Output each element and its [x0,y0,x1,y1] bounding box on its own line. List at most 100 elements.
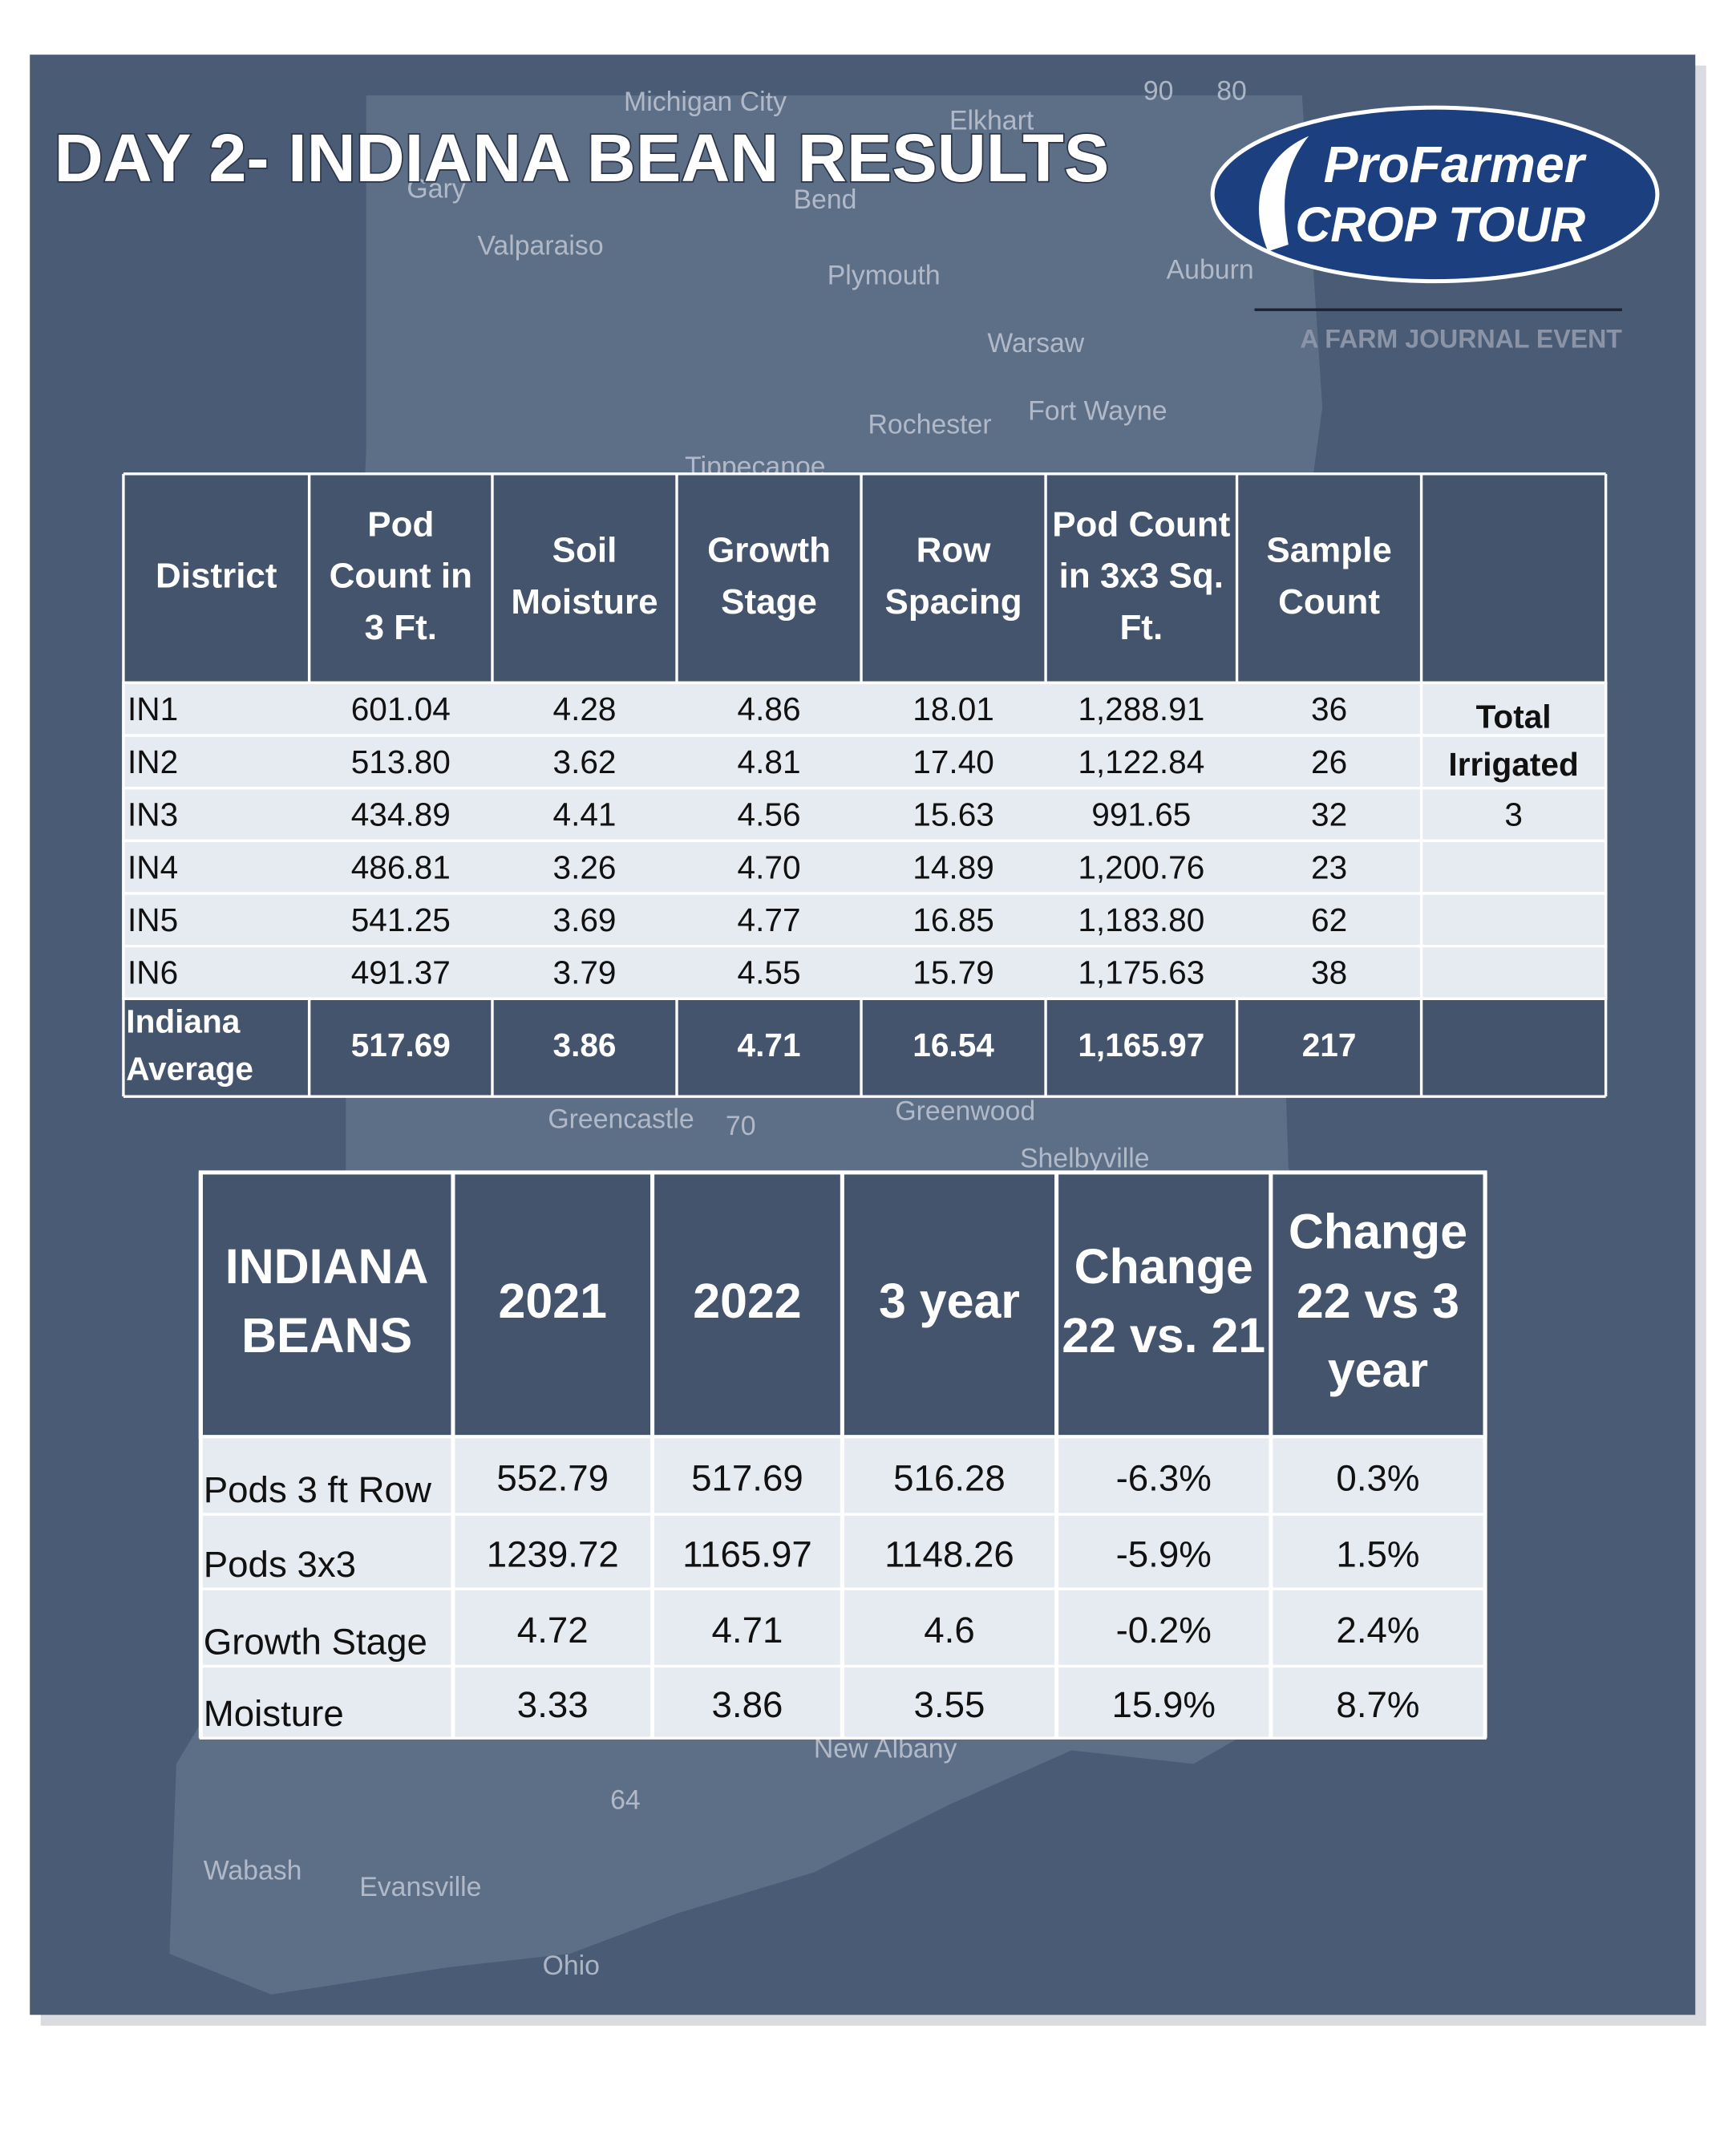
map-label: Elkhart [949,106,1034,136]
cell: 1,122.84 [1078,743,1204,780]
cell: -5.9% [1116,1533,1212,1574]
cell: 1148.26 [884,1533,1014,1574]
average-cell: 1,165.97 [1078,1027,1204,1063]
header-cell: Change [1074,1239,1253,1294]
map-label: Michigan City [624,87,787,117]
cell: 62 [1311,901,1347,938]
cell: 16.85 [913,901,994,938]
row-bg [1419,839,1608,895]
cell: 2.4% [1336,1610,1419,1651]
cell: 36 [1311,691,1347,727]
cell: 18.01 [913,691,994,727]
map-labels: Michigan City Elkhart Gary Valparaiso Bend Pl… [204,75,1254,1981]
row-bg [122,786,1608,843]
cell: 15.9% [1111,1684,1215,1725]
cell: 491.37 [351,954,451,991]
row-bg [1419,681,1608,737]
header-cell: Change [1289,1205,1467,1259]
row-label: Moisture [204,1693,344,1734]
header-bg [123,473,1606,683]
map-label: Greencastle [548,1104,694,1135]
logo-leaf [1259,136,1309,252]
map-label: Fort Wayne [1028,396,1167,427]
cell: 541.25 [351,901,451,938]
header-cell: Row [917,531,992,570]
row-bg [122,944,1608,1001]
irrigated-label: Total [1476,699,1552,735]
title: DAY 2- INDIANA BEAN RESULTS [55,119,1110,196]
header-cell: 3 year [879,1274,1020,1328]
logo-badge [1210,105,1660,284]
average-cell: 517.69 [351,1027,451,1063]
header-cell: INDIANA [225,1239,429,1294]
cell: 15.79 [913,954,994,991]
header-cell: Pod Count [1052,504,1231,544]
header-cell: Soil [552,531,617,570]
map-label: 80 [1216,75,1247,106]
cell: 4.55 [738,954,801,991]
cell: 3.26 [553,849,617,885]
cell: 38 [1311,954,1347,991]
map-label: 90 [1143,75,1174,106]
header-cell: Growth [707,531,831,570]
cell: 3.62 [553,743,617,780]
map-label: Ohio [543,1950,600,1981]
cell: 601.04 [351,691,451,727]
header-cell: 22 vs 3 [1297,1274,1459,1328]
cell: IN5 [127,901,178,938]
header-cell: Moisture [511,582,658,622]
map-label: Auburn [1167,255,1254,286]
row-label: Pods 3x3 [204,1544,356,1585]
cell: 17.40 [913,743,994,780]
map-label: Shelbyville [1020,1144,1150,1174]
row-bg [122,892,1608,948]
header-cell: District [156,557,277,596]
cell: 4.86 [738,691,801,727]
header-cell: Stage [721,582,817,622]
map-label: Valparaiso [477,230,603,261]
cell: 3.33 [517,1684,589,1725]
cell: IN4 [127,849,178,885]
map-label: Gary [407,173,465,204]
row-bg [1419,944,1608,1001]
header-cell: year [1328,1343,1428,1397]
cell: 4.56 [738,796,801,833]
row-bg [122,839,1608,895]
map-label: 70 [726,1111,756,1141]
cell: 991.65 [1091,796,1191,833]
cell: 513.80 [351,743,451,780]
logo-text: CROP TOUR [1295,197,1585,252]
average-bg [123,999,1606,1097]
cell: 14.89 [913,849,994,885]
map-label: Bend [793,184,856,215]
cell: 516.28 [893,1458,1006,1499]
irrigated-value: 3 [1504,796,1523,832]
map-label: 64 [610,1785,641,1816]
row-label: Growth Stage [204,1622,427,1663]
cell: -0.2% [1116,1610,1212,1651]
cell: 1,175.63 [1078,954,1204,991]
row-bg [122,734,1608,790]
row-label: Pods 3 ft Row [204,1469,432,1510]
cell: 3.86 [712,1684,783,1725]
cell: 1165.97 [682,1533,812,1574]
average-cell: 4.71 [738,1027,801,1063]
header-cell: BEANS [241,1308,412,1363]
cell: 3.55 [914,1684,985,1725]
header-cell: 2021 [499,1274,607,1328]
cell: 4.41 [553,796,617,833]
cell: IN2 [127,743,178,780]
header-cell: Sample [1266,531,1391,570]
cell: IN1 [127,691,178,727]
cell: 3.69 [553,901,617,938]
cell: 1,183.80 [1078,901,1204,938]
map-label: Evansville [359,1872,481,1902]
cell: 4.6 [924,1610,974,1651]
cell: 517.69 [691,1458,803,1499]
cell: 4.77 [738,901,801,938]
map-label: Greenwood [895,1096,1035,1126]
cell: 1,288.91 [1078,691,1204,727]
cell: 0.3% [1336,1458,1419,1499]
